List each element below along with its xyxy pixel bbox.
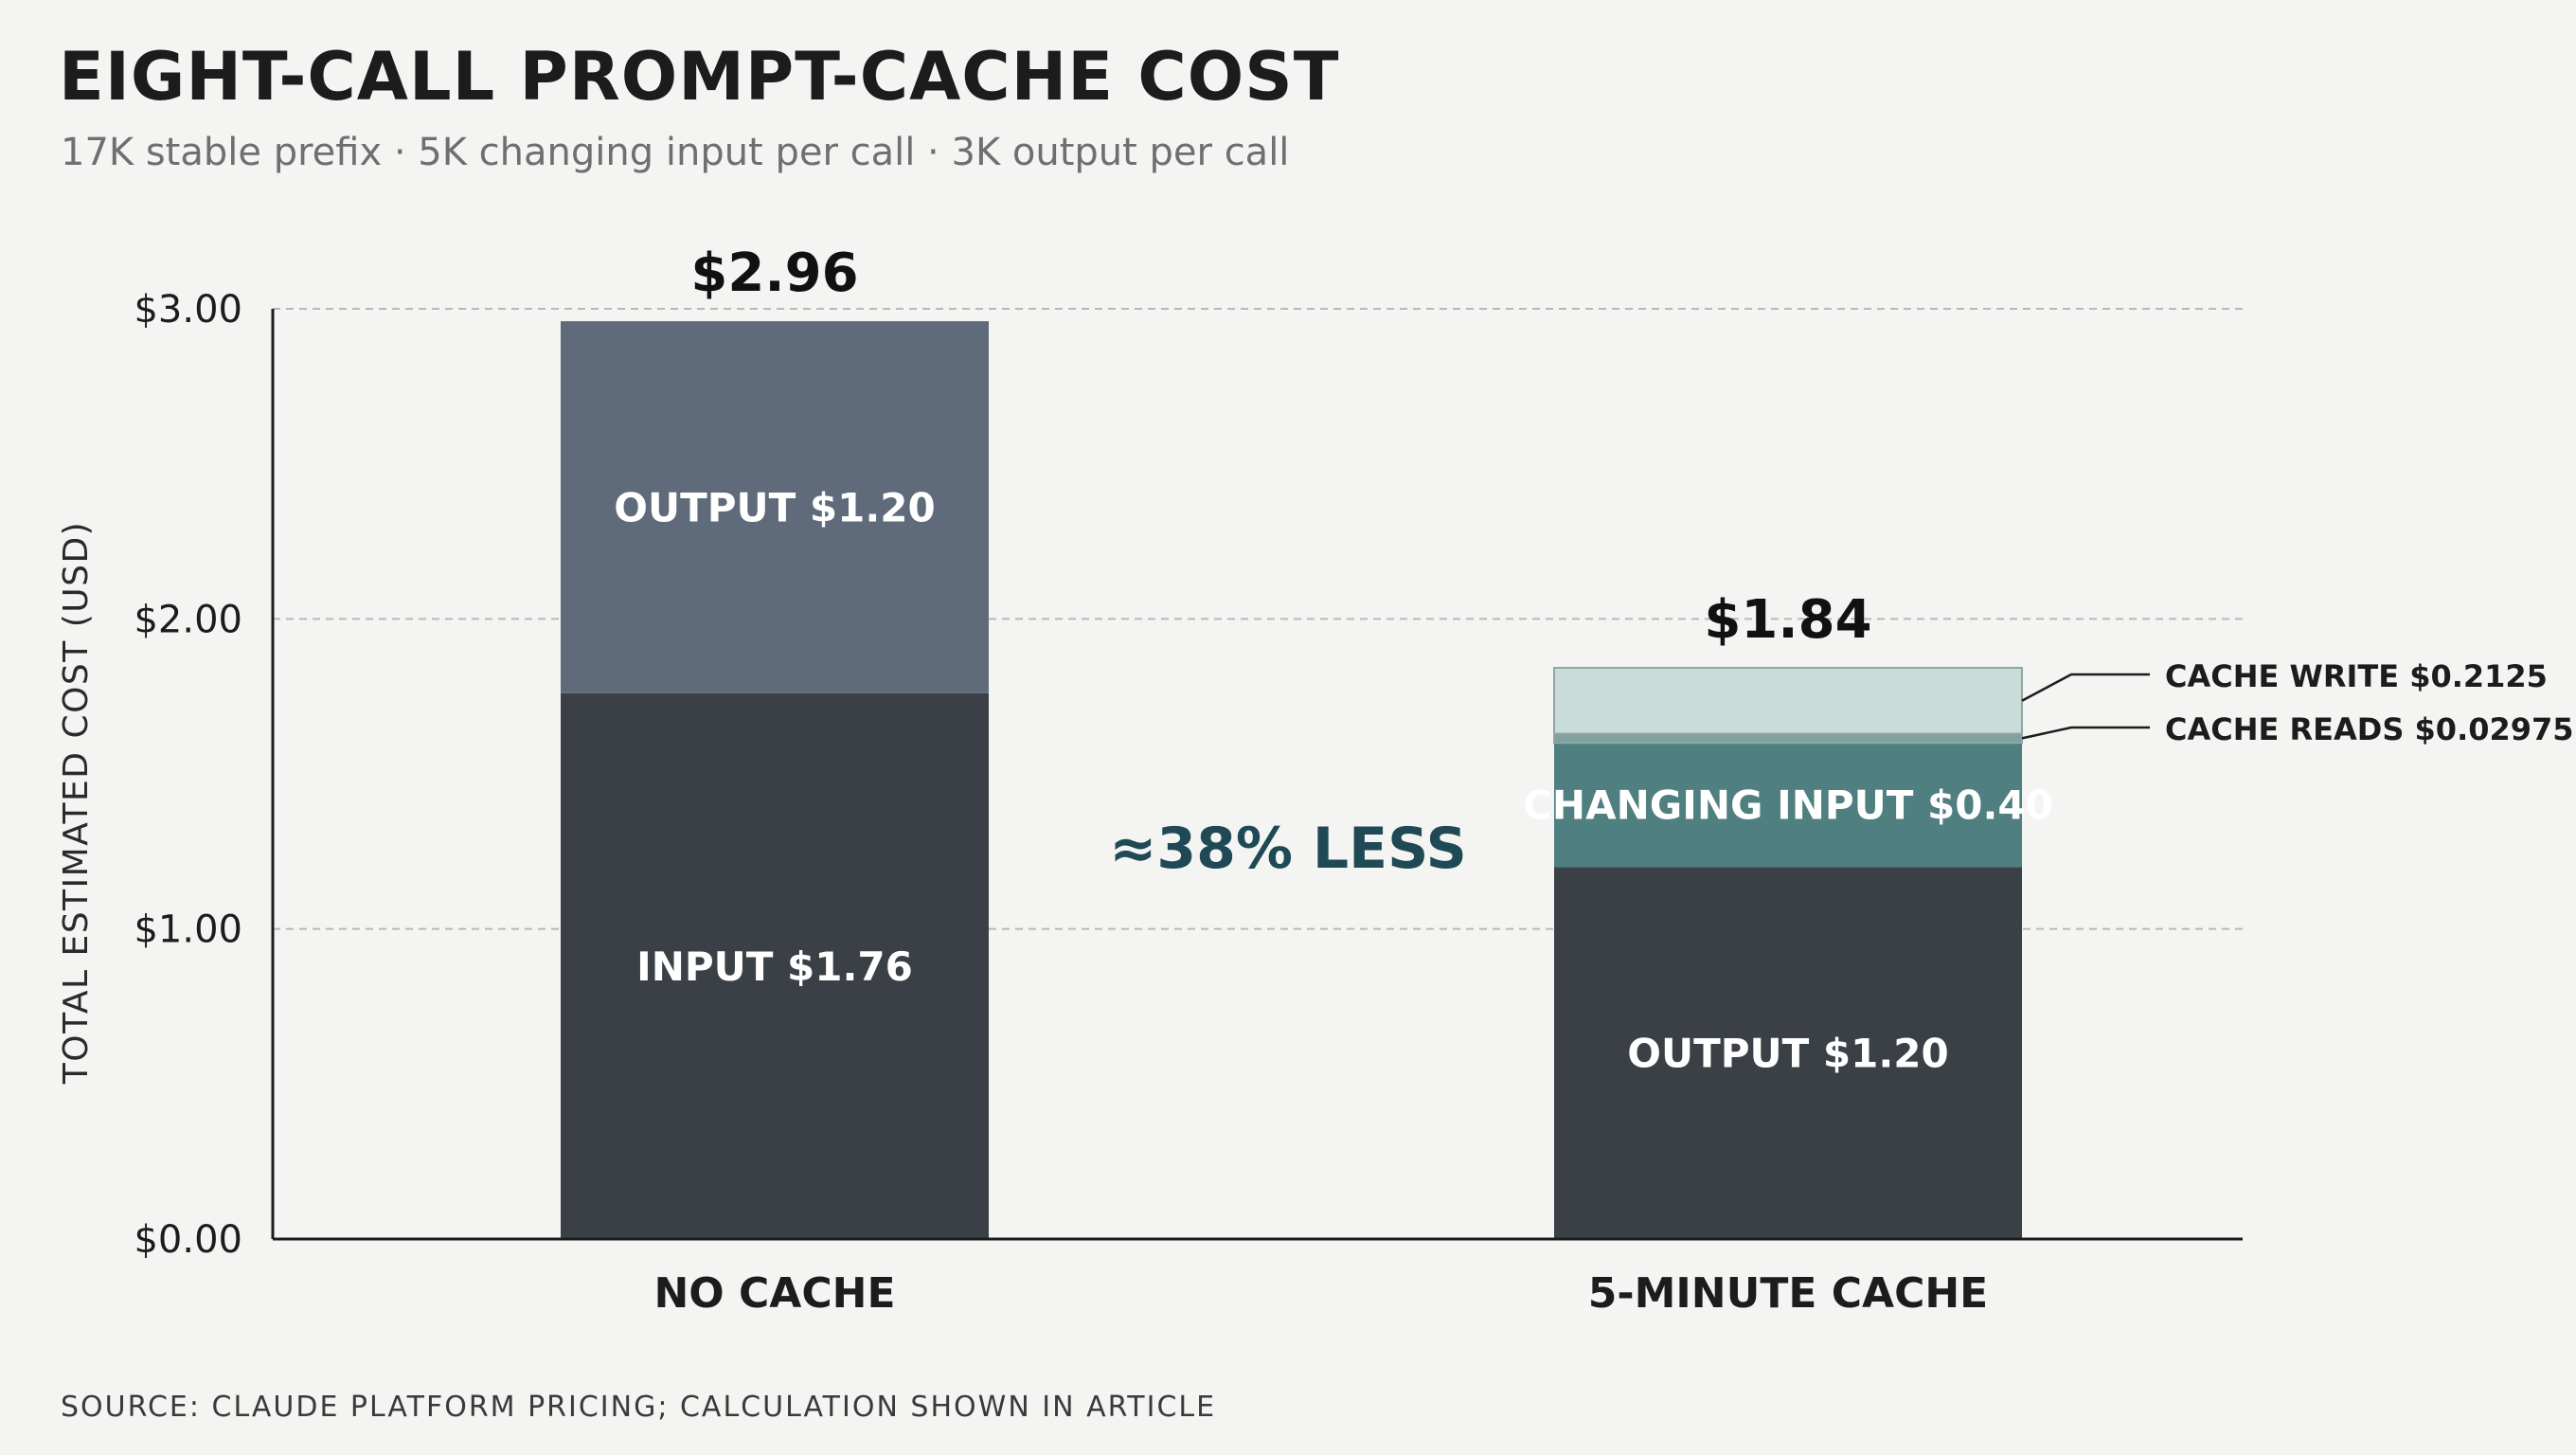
bar-segment-output: [1554, 867, 2022, 1239]
bar-segment-cache-write: [1553, 666, 2023, 735]
segment-label: CHANGING INPUT $0.40: [1523, 782, 2053, 829]
label-layer: INPUT $1.76 OUTPUT $1.20 $2.96 NO CACHE OUTP…: [614, 242, 2573, 1318]
y-tick-label: $3.00: [134, 288, 242, 332]
callout-label: CACHE WRITE $0.2125: [2165, 658, 2548, 694]
x-category-label: NO CACHE: [653, 1269, 895, 1318]
callout-leader: [2021, 726, 2150, 740]
y-tick-label: $0.00: [134, 1218, 242, 1262]
callout-leader: [2021, 673, 2150, 702]
bar-segment-changing-input: [1554, 743, 2022, 868]
bar-total-label: $2.96: [690, 242, 858, 304]
chart-source: SOURCE: CLAUDE PLATFORM PRICING; CALCULA…: [61, 1391, 1217, 1424]
segment-label: OUTPUT $1.20: [1627, 1031, 1948, 1077]
bar-layer: [561, 321, 2023, 1239]
y-axis-title: TOTAL ESTIMATED COST (USD): [57, 521, 96, 1085]
chart-subtitle: 17K stable prefix · 5K changing input pe…: [61, 131, 1290, 174]
y-tick-label: $2.00: [134, 598, 242, 641]
y-tick-label: $1.00: [134, 908, 242, 952]
bar-segment-cache-reads: [1553, 732, 2023, 745]
axis-layer: $0.00 $1.00 $2.00 $3.00 TOTAL ESTIMATED COST…: [57, 288, 2243, 1262]
savings-annotation: ≈38% LESS: [1109, 816, 1467, 882]
bar-segment-input: [561, 692, 989, 1239]
segment-label: INPUT $1.76: [636, 943, 913, 990]
bar-segment-output: [561, 321, 989, 693]
bar-total-label: $1.84: [1704, 589, 1871, 651]
x-category-label: 5-MINUTE CACHE: [1588, 1269, 1989, 1318]
segment-label: OUTPUT $1.20: [614, 484, 935, 530]
grid-layer: [273, 308, 2243, 930]
chart-title: EIGHT-CALL PROMPT-CACHE COST: [59, 38, 1340, 116]
callout-label: CACHE READS $0.02975: [2165, 711, 2574, 747]
